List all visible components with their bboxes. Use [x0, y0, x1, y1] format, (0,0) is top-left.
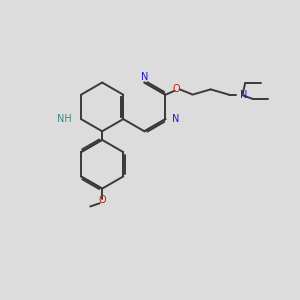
Text: N: N [240, 90, 247, 100]
Text: N: N [141, 72, 148, 82]
Text: O: O [173, 84, 181, 94]
Text: NH: NH [57, 114, 72, 124]
Text: N: N [172, 114, 179, 124]
Text: O: O [98, 195, 106, 205]
